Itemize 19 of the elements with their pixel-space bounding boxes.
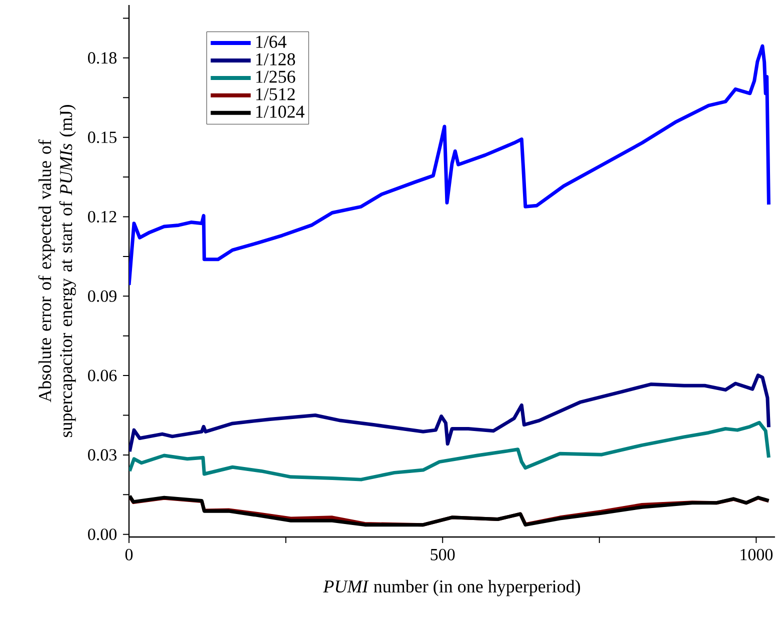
x-tick-label: 0 <box>125 548 133 560</box>
y-tick-label: 0.12 <box>88 210 116 223</box>
legend-label: 1/64 <box>256 36 286 48</box>
x-axis-title: PUMI number (in one hyperperiod) <box>323 580 580 596</box>
y-tick-label: 0.09 <box>88 290 116 302</box>
x-tick-label: 1000 <box>740 548 773 560</box>
y-tick-label: 0.06 <box>88 370 117 382</box>
x-tick-label: 500 <box>430 548 455 560</box>
y-tick-label: 0.00 <box>88 528 116 540</box>
line-series <box>129 420 770 482</box>
y-tick-label: 0.15 <box>88 132 116 144</box>
legend-label: 1/256 <box>256 70 296 83</box>
legend-label: 1/512 <box>256 88 295 100</box>
legend-label: 1/1024 <box>256 106 304 118</box>
y-axis-title: Absolute error of expected value of supercapacitor energy at start of PUMIs (mJ) <box>38 105 76 438</box>
legend-label: 1/128 <box>256 53 296 66</box>
y-tick-label: 0.18 <box>88 52 116 64</box>
y-tick-label: 0.03 <box>88 449 116 461</box>
line-series <box>129 374 770 454</box>
